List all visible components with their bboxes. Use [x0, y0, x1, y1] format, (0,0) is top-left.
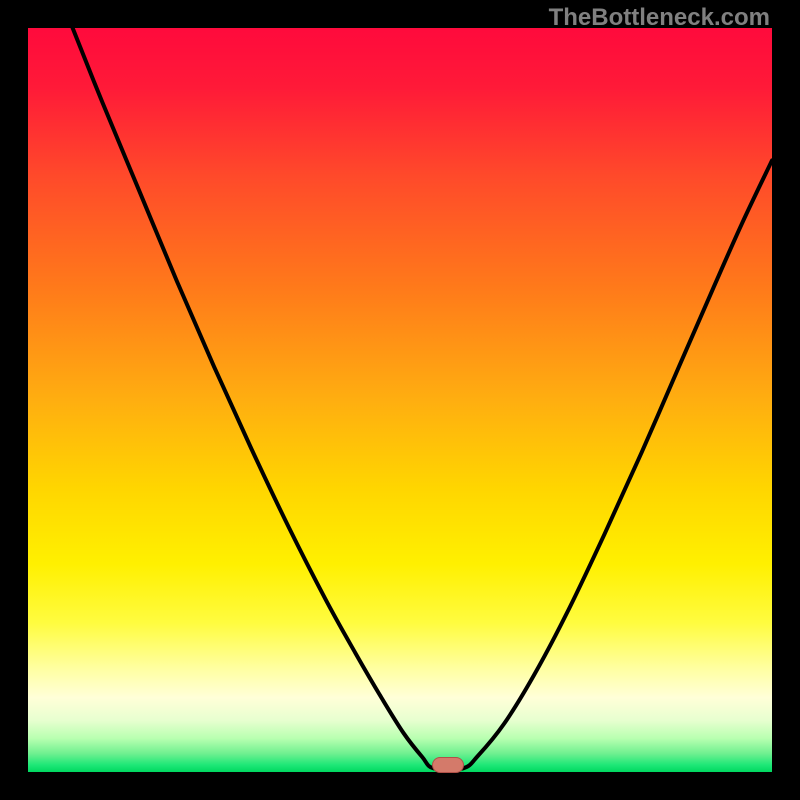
plot-area: [28, 28, 772, 772]
gradient-background: [28, 28, 772, 772]
plot-svg: [28, 28, 772, 772]
watermark-text: TheBottleneck.com: [549, 4, 770, 32]
minimum-marker: [432, 757, 464, 773]
bottleneck-chart: TheBottleneck.com: [0, 0, 800, 800]
